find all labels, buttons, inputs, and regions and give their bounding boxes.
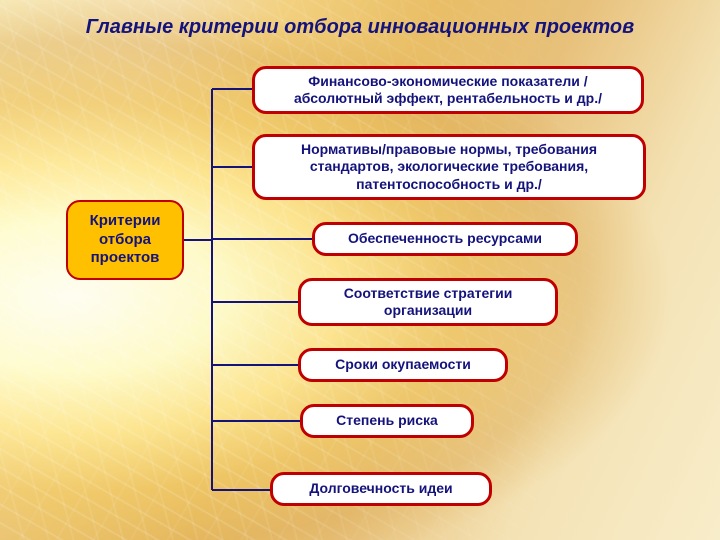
- connector-v: [211, 89, 213, 490]
- root-node-label: Критерии отбора проектов: [78, 212, 172, 268]
- leaf-node-2: Обеспеченность ресурсами: [312, 222, 578, 256]
- leaf-node-6: Долговечность идеи: [270, 472, 492, 506]
- connector-h: [212, 489, 270, 491]
- leaf-node-3: Соответствие стратегии организации: [298, 278, 558, 326]
- connector-h: [212, 238, 312, 240]
- leaf-node-0: Финансово-экономические показатели /абсо…: [252, 66, 644, 114]
- connector-h: [212, 420, 300, 422]
- leaf-node-4: Сроки окупаемости: [298, 348, 508, 382]
- leaf-node-5: Степень риска: [300, 404, 474, 438]
- connector-h: [212, 301, 298, 303]
- leaf-node-1: Нормативы/правовые нормы, требования ста…: [252, 134, 646, 200]
- leaf-node-label: Нормативы/правовые нормы, требования ста…: [265, 141, 633, 194]
- leaf-node-label: Степень риска: [336, 412, 438, 430]
- leaf-node-label: Сроки окупаемости: [335, 356, 471, 374]
- slide-canvas: Главные критерии отбора инновационных пр…: [0, 0, 720, 540]
- leaf-node-label: Долговечность идеи: [309, 480, 452, 498]
- leaf-node-label: Обеспеченность ресурсами: [348, 230, 542, 248]
- connector-h: [212, 88, 252, 90]
- leaf-node-label: Соответствие стратегии организации: [311, 285, 545, 320]
- root-node: Критерии отбора проектов: [66, 200, 184, 280]
- connector-h: [212, 166, 252, 168]
- connector-h: [212, 364, 298, 366]
- slide-title: Главные критерии отбора инновационных пр…: [0, 16, 720, 39]
- connector-h: [184, 239, 212, 241]
- leaf-node-label: Финансово-экономические показатели /абсо…: [265, 73, 631, 108]
